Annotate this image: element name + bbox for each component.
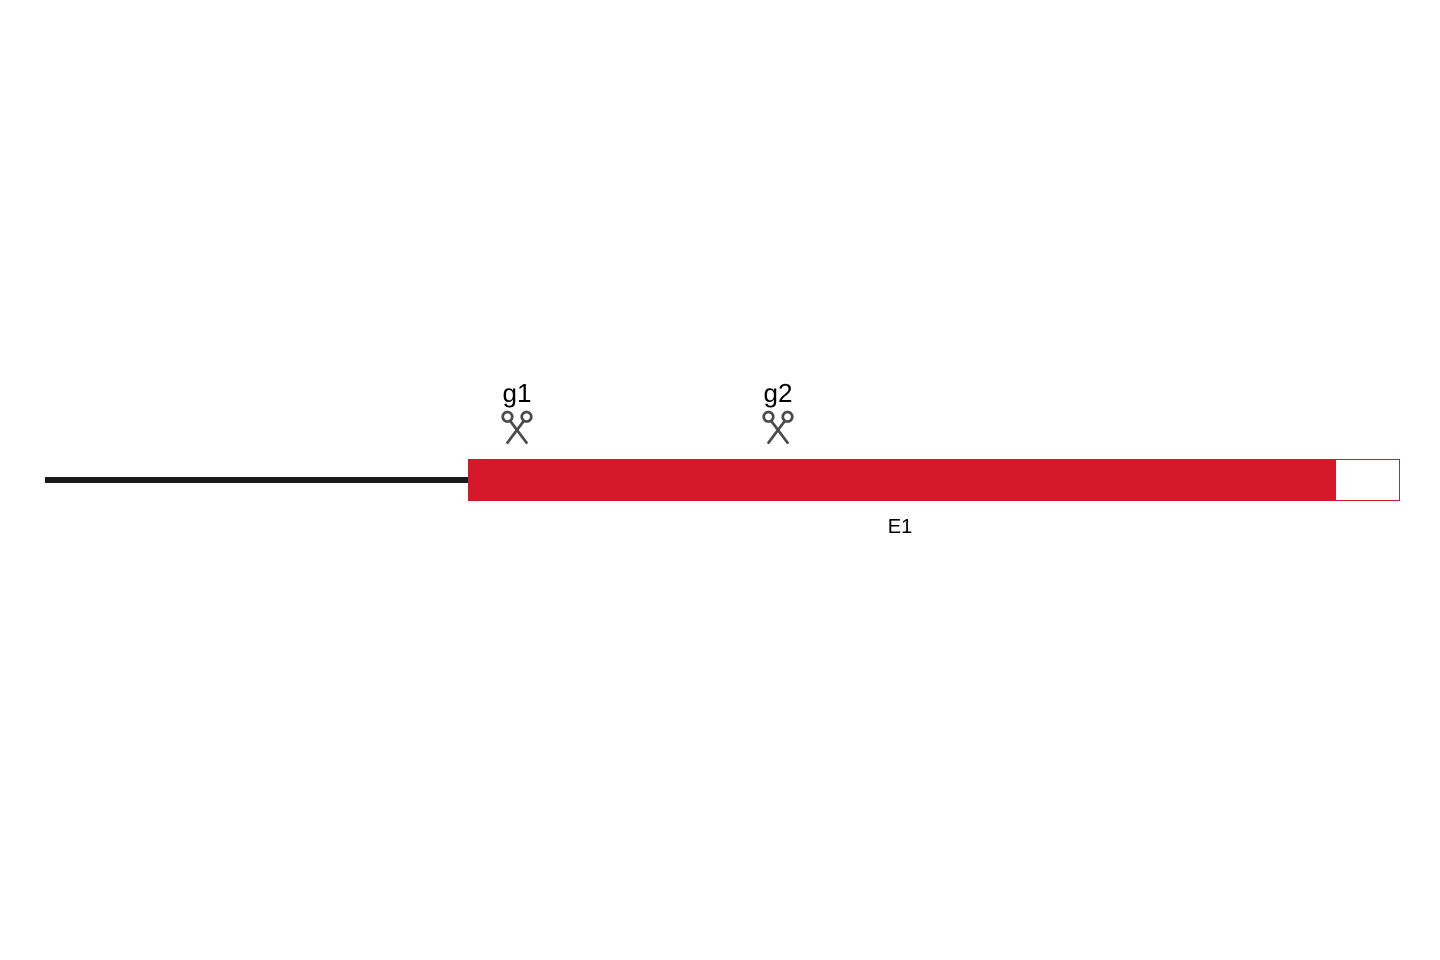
exon-coding-box [468,459,1335,501]
exon-utr-box [1335,459,1400,501]
guide-g1-label: g1 [503,378,532,409]
scissors-icon [500,410,534,444]
gene-diagram: E1 g1 g2 [0,0,1440,960]
guide-g2-label: g2 [764,378,793,409]
scissors-icon [761,410,795,444]
exon-label: E1 [888,516,912,539]
